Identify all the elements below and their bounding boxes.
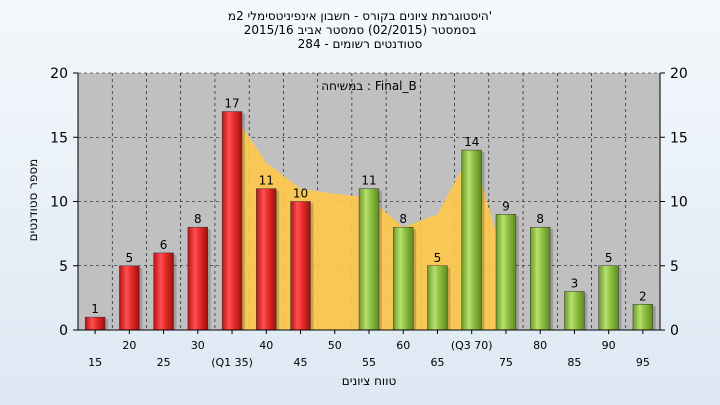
chart-subtitle-semester: בסמסטר (02/2015) סמסטר אביב 2015/16 <box>243 23 477 37</box>
bar-60 <box>393 226 414 331</box>
y-tick-label-right: 20 <box>670 66 688 82</box>
x-tick-label: 20 <box>122 339 136 352</box>
bar-55 <box>358 188 380 331</box>
x-tick-label: 65 <box>430 356 444 369</box>
chart-subtitle-registered: סטודנטים רשומים - 284 <box>297 37 423 51</box>
bar-75 <box>495 214 517 331</box>
bar-(Q1 35) <box>221 111 243 331</box>
bar-value-label: 3 <box>571 276 579 290</box>
y-tick-label-right: 15 <box>670 130 688 146</box>
bar-value-label: 14 <box>464 135 479 149</box>
x-tick-label: (Q3 70) <box>451 339 493 352</box>
bar-value-label: 8 <box>399 212 407 226</box>
bar-value-label: 2 <box>639 289 647 303</box>
bar-90 <box>598 265 619 331</box>
bar-45 <box>290 201 311 331</box>
x-tick-label: 40 <box>259 339 273 352</box>
y-tick-label-left: 10 <box>50 195 68 211</box>
y-tick-label-left: 20 <box>50 66 68 82</box>
bar-value-label: 8 <box>536 212 544 226</box>
y-tick-label-right: 10 <box>670 195 688 211</box>
x-tick-label: 60 <box>396 339 410 352</box>
x-tick-label: 80 <box>533 339 547 352</box>
y-tick-label-left: 15 <box>50 130 68 146</box>
bar-40 <box>256 188 277 331</box>
x-tick-label: 75 <box>499 356 513 369</box>
x-axis-title: טווח ציונים <box>342 374 397 388</box>
x-tick-label: 95 <box>636 356 650 369</box>
y-tick-label-right: 5 <box>670 259 679 275</box>
bar-value-label: 10 <box>293 187 308 201</box>
bar-65 <box>427 265 448 331</box>
chart-annotation: במשיחה : Final_B <box>321 79 417 93</box>
bar-value-label: 11 <box>361 174 376 188</box>
chart-title: היסטוגרמת ציונים בקורס - חשבון אינפיניטס… <box>227 9 493 23</box>
x-tick-label: (Q1 35) <box>211 356 253 369</box>
bar-25 <box>153 252 174 331</box>
bar-95 <box>632 304 654 331</box>
x-tick-label: 85 <box>567 356 581 369</box>
y-tick-label-left: 5 <box>59 259 68 275</box>
bar-value-label: 5 <box>434 251 442 265</box>
x-tick-label: 25 <box>157 356 171 369</box>
x-tick-label: 15 <box>88 356 102 369</box>
x-tick-label: 90 <box>602 339 616 352</box>
x-tick-label: 45 <box>294 356 308 369</box>
bar-value-label: 8 <box>194 212 202 226</box>
y-tick-label-right: 0 <box>670 323 679 339</box>
bar-value-label: 11 <box>259 174 274 188</box>
x-tick-label: 55 <box>362 356 376 369</box>
bar-value-label: 6 <box>160 238 168 252</box>
x-tick-label: 30 <box>191 339 205 352</box>
bar-value-label: 9 <box>502 199 510 213</box>
bar-15 <box>84 316 106 331</box>
y-tick-label-left: 0 <box>59 323 68 339</box>
x-tick-label: 50 <box>328 339 342 352</box>
y-axis-title: מספר סטודנטים <box>26 159 40 242</box>
bar-(Q3 70) <box>461 149 482 331</box>
bar-value-label: 5 <box>126 251 134 265</box>
bar-value-label: 5 <box>605 251 613 265</box>
bar-20 <box>119 265 140 331</box>
bar-80 <box>529 226 551 331</box>
bar-value-label: 1 <box>91 302 99 316</box>
bar-85 <box>564 291 585 331</box>
bar-30 <box>187 226 209 331</box>
bar-value-label: 17 <box>224 97 239 111</box>
